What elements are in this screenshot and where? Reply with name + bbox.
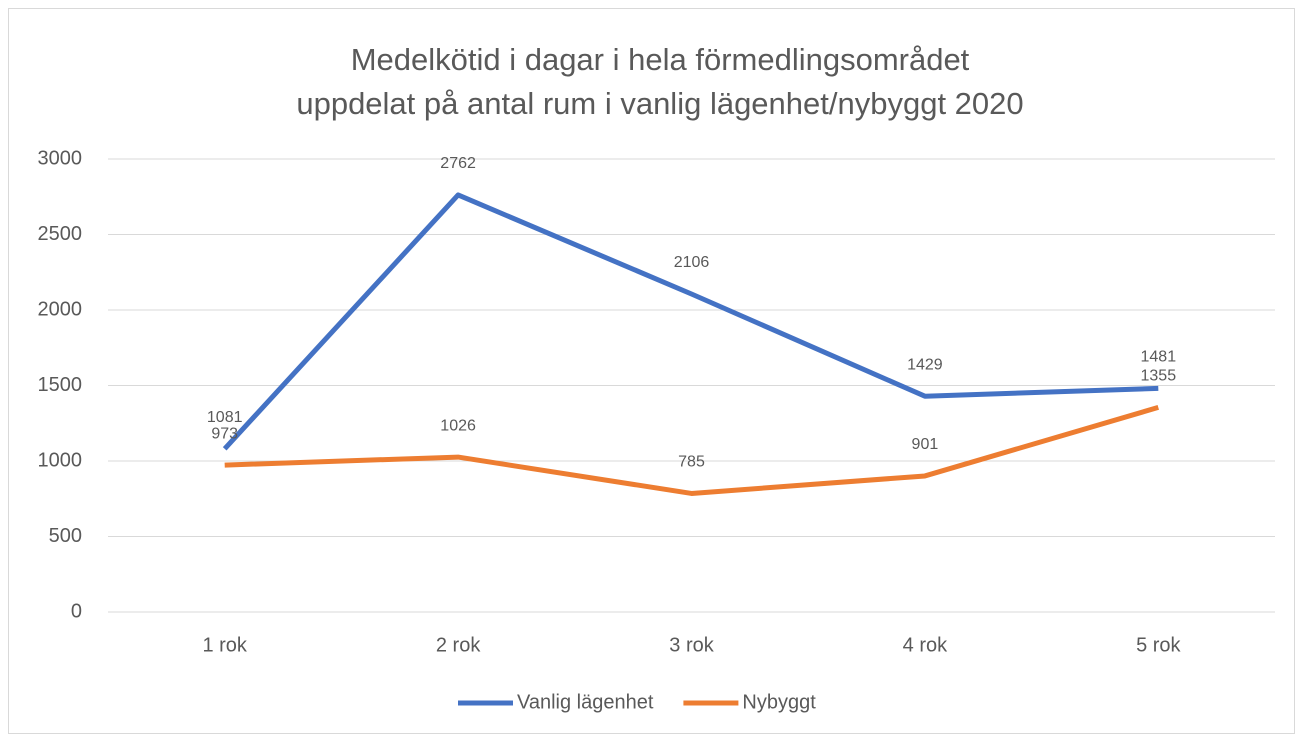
data-label: 2106 [674,254,710,271]
legend-label: Nybyggt [742,691,816,713]
y-tick-label: 2000 [38,298,83,320]
y-tick-label: 3000 [38,147,83,169]
data-label: 1026 [440,417,476,434]
chart-border [8,8,1295,734]
x-tick-label: 1 rok [202,634,247,656]
line-series [224,404,1160,496]
data-label: 785 [678,454,705,471]
chart-title: Medelkötid i dagar i hela förmedlingsomr… [351,42,970,77]
legend-label: Vanlig lägenhet [517,691,654,713]
line-series [222,192,1159,451]
data-label: 1429 [907,356,943,373]
x-tick-label: 2 rok [436,634,481,656]
y-tick-label: 500 [49,525,82,547]
y-tick-label: 1500 [38,374,83,396]
data-label: 1481 [1141,349,1177,366]
data-label: 973 [211,425,238,442]
x-tick-label: 4 rok [903,634,948,656]
x-tick-label: 5 rok [1136,634,1181,656]
y-tick-label: 2500 [38,223,83,245]
data-label: 1081 [207,409,243,426]
x-tick-label: 3 rok [669,634,714,656]
y-tick-label: 0 [71,600,82,622]
y-tick-label: 1000 [38,449,83,471]
data-label: 2762 [440,155,476,172]
data-label: 901 [912,436,939,453]
chart-title: uppdelat på antal rum i vanlig lägenhet/… [296,86,1023,121]
data-label: 1355 [1141,368,1177,385]
